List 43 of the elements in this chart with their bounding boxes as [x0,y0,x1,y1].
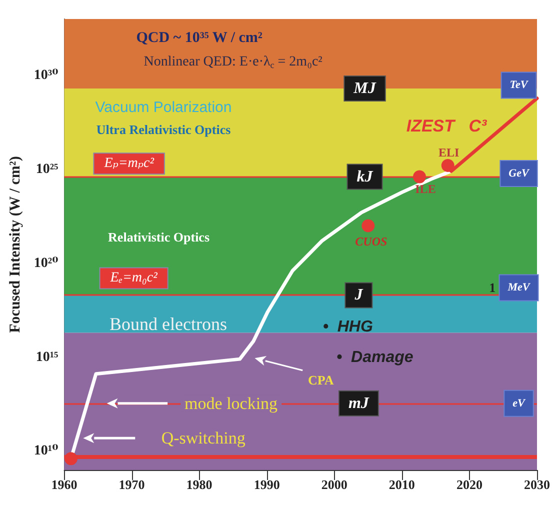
annotation: ELI [438,146,460,160]
annotation: J [354,286,364,304]
annotation: mode locking [184,394,278,413]
y-tick-label: 10¹⁰ [34,444,58,459]
annotation: Bound electrons [109,314,227,334]
annotation: Eₚ=mₚc² [103,156,155,172]
annotation: mJ [348,394,370,412]
annotation: ILE [415,182,436,196]
point [64,452,78,466]
annotation: • HHG [322,318,373,336]
annotation: 1 [489,280,496,296]
annotation: Vacuum Polarization [95,98,232,116]
y-tick-label: 10²⁰ [34,256,58,271]
x-tick-label: 1970 [118,477,145,492]
annotation: eV [512,397,527,410]
annotation: TeV [510,79,530,92]
annotation: MeV [506,282,532,294]
annotation: kJ [356,168,374,186]
point [412,170,426,184]
x-tick-label: 2000 [321,477,348,492]
annotation: GeV [508,168,531,180]
annotation: MJ [352,80,377,98]
annotation: Relativistic Optics [108,230,210,245]
annotation: CPA [308,372,334,388]
x-tick-label: 2010 [388,477,415,492]
y-tick-label: 10¹⁵ [36,350,58,365]
annotation: Eₑ=m₀c² [109,270,158,286]
y-axis-title: Focused Intensity (W / cm²) [8,156,24,333]
y-tick-label: 10³⁰ [34,68,58,83]
x-tick-label: 1980 [186,477,212,492]
x-tick-label: 1960 [51,477,78,492]
annotation: QCD ~ 10³⁵ W / cm² [136,30,263,46]
annotation: IZEST C³ [406,116,488,136]
y-tick-label: 10²⁵ [36,162,58,177]
x-tick-label: 2020 [456,477,482,492]
annotation: CUOS [355,234,388,249]
annotation: Ultra Relativistic Optics [96,122,231,138]
point [441,159,454,172]
annotation: Q-switching [161,428,246,448]
annotation: • Damage [336,348,414,366]
point [362,219,375,232]
x-tick-label: 2030 [524,477,550,492]
x-tick-label: 1990 [254,477,280,492]
